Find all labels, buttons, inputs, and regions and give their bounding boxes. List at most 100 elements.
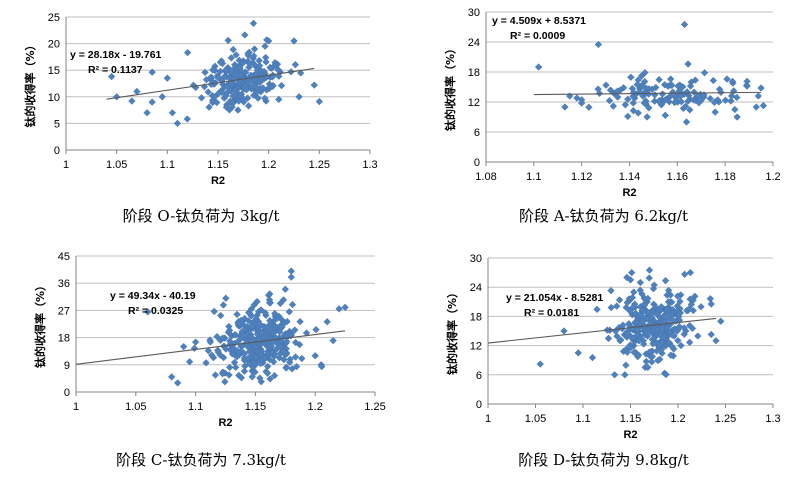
data-point [276, 299, 285, 308]
data-point [266, 375, 274, 383]
data-point [261, 354, 269, 362]
data-point [302, 329, 311, 337]
data-point [291, 326, 299, 334]
x-tick-label: 1.2 [670, 413, 685, 425]
y-axis-label: 钛的收得率（%） [443, 43, 457, 131]
trend-equation: y = 4.509x + 8.5371 [492, 15, 586, 27]
data-point [250, 52, 258, 60]
x-tick-label: 1 [73, 401, 79, 413]
chart-caption: 阶段 C-钛负荷为 7.3kg/t [116, 451, 286, 469]
data-point [214, 348, 223, 356]
data-point [673, 312, 682, 320]
y-tick-label: 0 [474, 157, 480, 169]
data-point [312, 325, 320, 334]
panel-stage-a: 0 6 12 18 24 30 1.08 1.1 1.12 1.14 1.16 1.18 1.2 R2 钛的… [402, 0, 805, 240]
data-point [641, 325, 649, 333]
data-point [252, 83, 260, 91]
data-point [190, 344, 199, 352]
data-point [677, 98, 686, 106]
data-point [634, 351, 643, 359]
data-point [213, 332, 221, 341]
data-point [681, 102, 690, 111]
data-point [143, 109, 151, 117]
x-tick-label: 1.25 [309, 159, 330, 171]
r-squared-label: R² = 0.0325 [128, 305, 183, 317]
data-point [240, 332, 249, 340]
data-point [652, 339, 660, 347]
data-point [707, 300, 715, 308]
y-tick-label: 0 [476, 399, 482, 411]
data-point [225, 106, 234, 114]
x-tick-label: 1.05 [125, 401, 146, 413]
data-point [224, 36, 232, 45]
y-tick-label: 36 [58, 278, 70, 290]
data-point [128, 97, 136, 105]
data-point [574, 349, 582, 357]
data-point [245, 59, 253, 68]
data-point [691, 76, 699, 84]
data-point [629, 106, 638, 115]
data-point [267, 341, 275, 349]
data-point [158, 93, 166, 101]
data-point [721, 96, 730, 104]
x-tick-label: 1.12 [571, 171, 592, 183]
data-point [684, 60, 692, 68]
scatter-chart: 0 5 10 15 20 25 1 1.05 1.1 1.15 1.2 1.25 1.3 R2 钛的收得率（… [23, 12, 378, 187]
data-point [654, 356, 662, 365]
y-tick-label: 9 [64, 360, 70, 372]
data-point [588, 353, 597, 362]
y-tick-label: 30 [470, 253, 482, 265]
data-point [594, 85, 602, 93]
data-point [607, 303, 615, 312]
chart-caption: 阶段 D-钛负荷为 9.8kg/t [518, 451, 689, 469]
data-point [707, 330, 715, 339]
data-point [216, 58, 225, 67]
data-point [255, 319, 263, 328]
data-point [241, 82, 250, 90]
data-point [281, 285, 289, 293]
data-point [626, 344, 635, 352]
trendline [533, 91, 762, 96]
x-axis-label: R2 [623, 429, 637, 441]
data-point [298, 354, 306, 363]
data-point [629, 99, 637, 107]
data-point [593, 305, 601, 314]
data-point [759, 101, 768, 110]
data-point [225, 363, 234, 372]
data-point [641, 68, 649, 77]
y-tick-label: 15 [48, 65, 60, 77]
panel-stage-o: 0 5 10 15 20 25 1 1.05 1.1 1.15 1.2 1.25 1.3 R2 钛的收得率（… [0, 0, 402, 240]
data-point [275, 95, 283, 104]
data-point [694, 332, 702, 340]
data-point [310, 81, 318, 89]
data-point [628, 268, 636, 277]
x-tick-label: 1.15 [245, 401, 266, 413]
data-point [631, 318, 640, 326]
y-tick-label: 12 [470, 341, 482, 353]
data-point [183, 48, 192, 57]
data-point [680, 20, 689, 29]
y-tick-label: 18 [58, 333, 70, 345]
data-point [107, 72, 116, 81]
data-point [653, 347, 661, 355]
y-tick-label: 25 [48, 12, 60, 24]
x-tick-label: 1.1 [526, 171, 541, 183]
data-point [288, 300, 297, 309]
data-point [148, 98, 156, 106]
y-axis-label: 钛的收得率（%） [23, 39, 37, 127]
data-point [185, 358, 194, 366]
data-point [661, 81, 669, 89]
data-point [706, 94, 714, 103]
data-point [221, 378, 229, 386]
data-point [230, 98, 238, 106]
data-point [283, 317, 291, 326]
data-point [222, 103, 231, 111]
x-tick-label: 1.15 [620, 413, 641, 425]
data-point [630, 334, 638, 342]
data-point [208, 351, 216, 359]
data-point [686, 295, 694, 303]
data-point [648, 335, 657, 344]
x-axis-label: R2 [211, 175, 225, 187]
data-point [621, 101, 630, 109]
data-point [682, 118, 691, 126]
